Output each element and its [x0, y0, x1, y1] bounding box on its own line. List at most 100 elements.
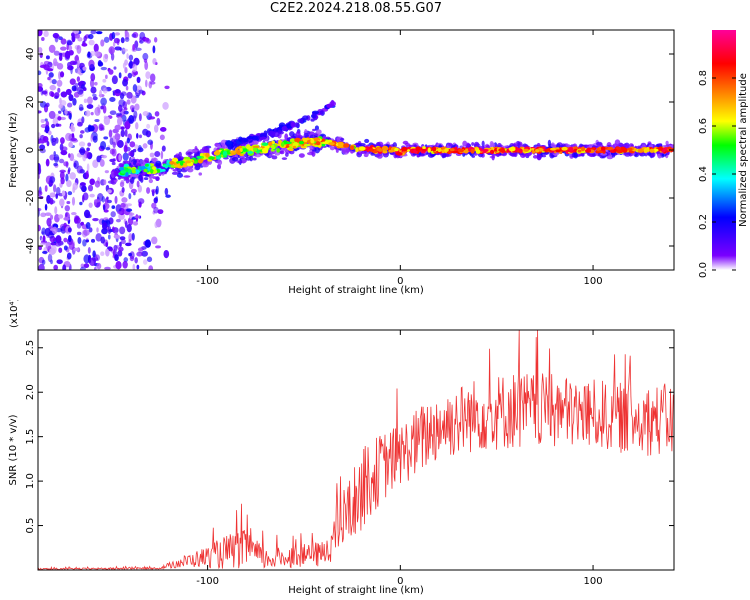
heatmap-cell — [85, 110, 91, 117]
heatmap-cell — [53, 151, 56, 157]
heatmap-cell — [102, 221, 108, 231]
heatmap-cell — [48, 110, 56, 120]
heatmap-cell — [83, 209, 91, 219]
heatmap-cell — [69, 112, 72, 120]
heatmap-cell — [47, 253, 53, 263]
heatmap-cell — [241, 148, 248, 152]
heatmap-cell — [279, 150, 285, 155]
heatmap-cell — [39, 52, 43, 59]
heatmap-cell — [85, 221, 91, 230]
heatmap-cell — [573, 152, 578, 159]
heatmap-cell — [294, 122, 299, 128]
heatmap-cell — [292, 145, 297, 149]
heatmap-cell — [471, 142, 475, 146]
heatmap-cell — [289, 138, 296, 143]
heatmap-cell — [118, 166, 125, 171]
heatmap-cell — [146, 256, 153, 263]
heatmap-cell — [111, 226, 115, 232]
heatmap-cell — [263, 132, 268, 136]
bottom-y-axis-label: SNR (10 * v/v) — [8, 414, 19, 485]
heatmap-cell — [164, 85, 170, 90]
heatmap-cell — [95, 254, 100, 261]
colorbar — [712, 30, 736, 270]
heatmap-cell — [80, 222, 84, 226]
heatmap-cell — [142, 110, 149, 117]
heatmap-cell — [64, 50, 71, 60]
heatmap-cell — [104, 266, 111, 270]
heatmap-cell — [113, 171, 117, 176]
heatmap-cell — [164, 187, 169, 196]
heatmap-cell — [124, 37, 130, 42]
heatmap-cell — [45, 120, 50, 127]
heatmap-cell — [68, 167, 71, 172]
heatmap-cell — [297, 118, 304, 124]
heatmap-cell — [76, 76, 81, 82]
heatmap-cell — [61, 190, 66, 197]
heatmap-cell — [136, 251, 143, 257]
heatmap-cell — [585, 148, 592, 153]
heatmap-cell — [71, 212, 77, 216]
colorbar-tick-label: 0.6 — [698, 118, 709, 134]
heatmap-cell — [124, 121, 131, 130]
heatmap-cell — [90, 238, 96, 243]
heatmap-cell — [144, 157, 150, 163]
heatmap-cell — [155, 196, 158, 201]
heatmap-cell — [96, 227, 99, 233]
heatmap-cell — [78, 141, 86, 147]
heatmap-cell — [137, 147, 144, 153]
heatmap-cell — [392, 142, 397, 148]
heatmap-cell — [448, 142, 453, 147]
heatmap-cell — [65, 173, 69, 182]
heatmap-cell — [136, 133, 139, 139]
heatmap-cell — [76, 60, 80, 68]
heatmap-cell — [142, 143, 148, 149]
heatmap-cell — [183, 175, 191, 178]
heatmap-cell — [102, 204, 106, 211]
heatmap-cell — [103, 179, 107, 186]
x-tick-label: 0 — [397, 576, 403, 587]
top-x-axis-label: Height of straight line (km) — [288, 285, 424, 296]
heatmap-cell — [128, 238, 132, 243]
heatmap-cell — [314, 146, 320, 154]
heatmap-cell — [120, 37, 125, 44]
heatmap-cell — [388, 149, 394, 153]
heatmap-cell — [102, 87, 108, 94]
heatmap-cell — [58, 214, 64, 219]
heatmap-cell — [126, 224, 132, 233]
heatmap-cell — [38, 245, 42, 251]
heatmap-cell — [60, 138, 64, 142]
heatmap-cell — [138, 89, 144, 94]
heatmap-cell — [68, 141, 73, 148]
heatmap-cell — [568, 146, 574, 152]
heatmap-cell — [252, 157, 257, 161]
heatmap-cell — [124, 220, 128, 228]
heatmap-cell — [281, 125, 289, 132]
heatmap-cell — [139, 40, 144, 44]
heatmap-cell — [279, 130, 284, 135]
heatmap-cell — [38, 224, 41, 232]
heatmap-cell — [46, 217, 52, 227]
heatmap-cell — [150, 157, 158, 162]
heatmap-cell — [53, 95, 59, 100]
heatmap-cell — [198, 172, 203, 176]
heatmap-cell — [57, 116, 62, 121]
heatmap-cell — [120, 129, 125, 138]
heatmap-cell — [79, 134, 83, 139]
heatmap-cell — [60, 38, 67, 45]
heatmap-cell — [101, 154, 108, 159]
heatmap-cell — [138, 134, 142, 139]
heatmap-cell — [62, 264, 67, 270]
heatmap-cell — [244, 152, 249, 158]
heatmap-cell — [110, 211, 116, 218]
heatmap-cell — [473, 141, 480, 148]
heatmap-cell — [87, 142, 92, 147]
heatmap-cell — [136, 180, 140, 188]
heatmap-cell — [126, 53, 129, 59]
heatmap-cell — [66, 200, 71, 205]
heatmap-cell — [131, 33, 137, 38]
heatmap-cell — [176, 172, 184, 178]
heatmap-cell — [555, 149, 561, 153]
heatmap-cell — [47, 76, 51, 81]
heatmap-cell — [60, 46, 67, 51]
heatmap-cell — [83, 98, 88, 104]
